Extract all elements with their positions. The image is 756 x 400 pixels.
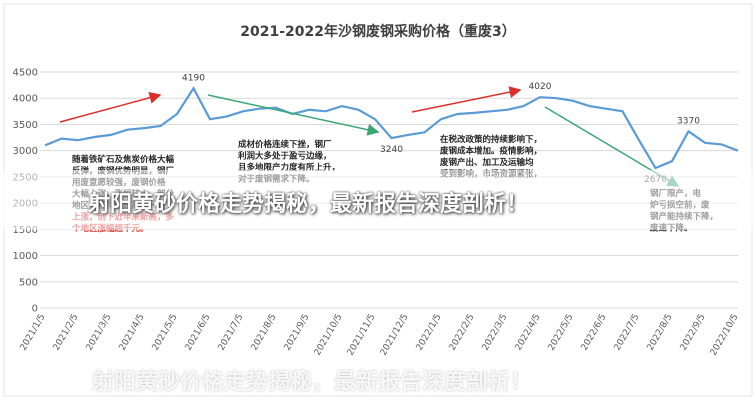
annotation-text: 且多地限产力度有所上升， [238, 162, 340, 173]
annotation-text: 成材价格连续下挫，钢厂 [238, 139, 332, 150]
data-label: 4190 [182, 73, 205, 83]
annotation-text: 在税改政策的持续影响下， [440, 134, 542, 145]
y-tick-label: 4000 [13, 94, 38, 105]
arrow [207, 94, 380, 136]
y-tick-label: 0 [32, 304, 38, 315]
annotation-text: 利润大多处于盈亏边缘， [237, 151, 332, 162]
banner-band [0, 170, 756, 230]
y-tick-label: 3000 [13, 146, 38, 157]
data-label: 3240 [380, 145, 403, 155]
chart-title: 2021-2022年沙钢废钢采购价格（重废3） [240, 23, 515, 40]
annotation-text: 废钢成本增加。疫情影响， [440, 146, 542, 157]
banner-caption: 射阳黄砂价格走势揭秘，最新报告深度剖析！ [92, 370, 533, 395]
y-tick-label: 4500 [13, 68, 38, 79]
data-label: 4020 [529, 82, 552, 92]
line-series [44, 86, 739, 170]
y-tick-label: 500 [19, 277, 38, 288]
y-tick-label: 1500 [13, 225, 38, 236]
annotation-text: 废钢产出、加工及运输均 [440, 157, 534, 168]
y-tick-label: 1000 [13, 251, 38, 262]
data-label: 3370 [677, 116, 700, 126]
arrow [59, 91, 162, 123]
banner-headline: 射阳黄砂价格走势揭秘，最新报告深度剖析！ [88, 192, 529, 217]
arrow [411, 86, 522, 113]
annotation-text: 随着铁矿石及焦炭价格大幅 [72, 154, 175, 165]
y-tick-label: 3500 [13, 120, 38, 131]
